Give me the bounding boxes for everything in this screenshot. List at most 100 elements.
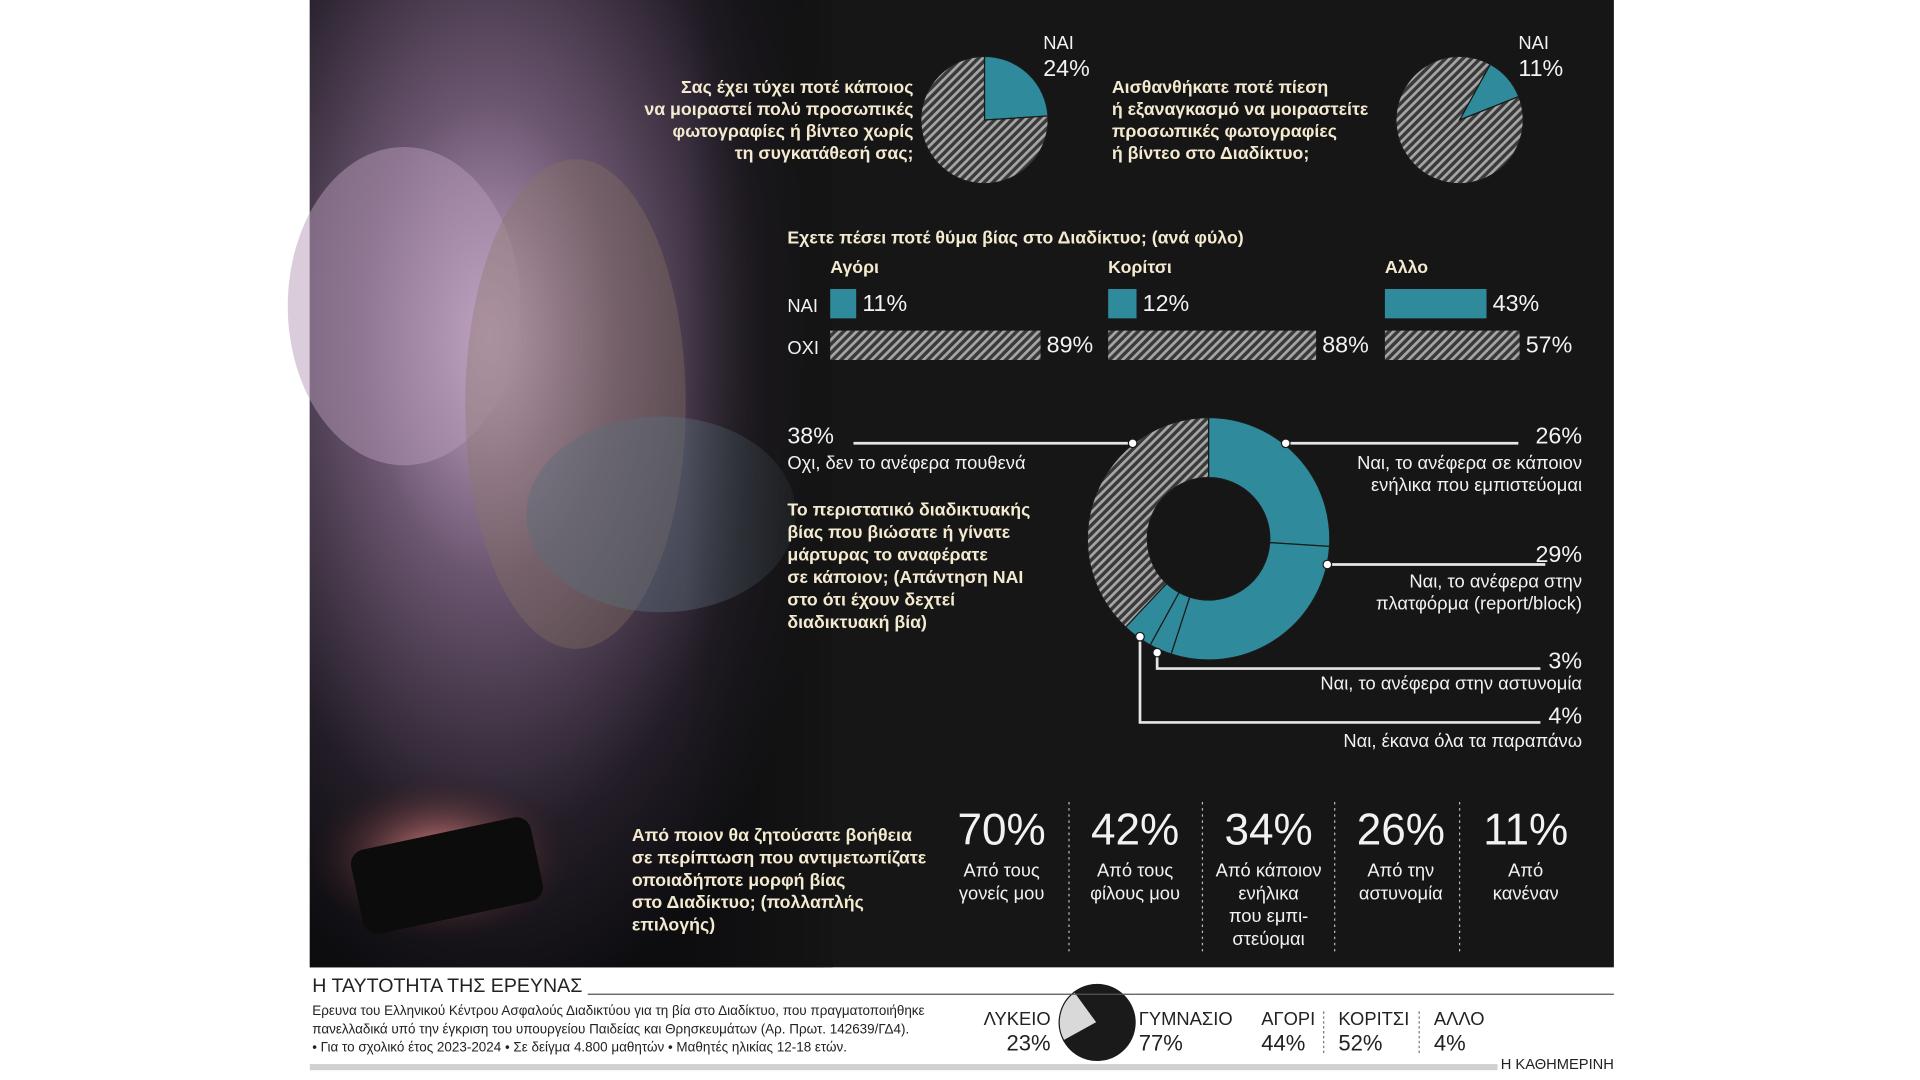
slice (1086, 416, 1210, 629)
footer-text: πανελλαδικά υπό την έγκριση του υπουργεί… (312, 1021, 909, 1036)
question: ή εξαναγκασμό να μοιραστείτε (1112, 99, 1369, 120)
stat-label: αστυνομία (1359, 882, 1443, 903)
stat-label: ΚΟΡΙΤΣΙ (1338, 1008, 1409, 1029)
stat-label: που εμπι- (1229, 905, 1308, 926)
slice (983, 55, 1049, 121)
slice-label: Οχι, δεν το ανέφερα πουθενά (787, 452, 1026, 473)
slice (1170, 541, 1331, 661)
question: οποιαδήποτε μορφή βίας (632, 870, 846, 890)
value-label: 57% (1526, 332, 1573, 358)
stat-label: Από (1508, 860, 1543, 881)
question: βίας που βιώσατε ή γίνατε (787, 522, 1010, 542)
slice (1207, 416, 1331, 548)
stat-value: 44% (1261, 1030, 1305, 1055)
question: ή βίντεο στο Διαδίκτυο; (1112, 143, 1309, 163)
slice-label: πλατφόρμα (report/block) (1376, 593, 1582, 614)
question: σε κάποιον; (Απάντηση ΝΑΙ (787, 567, 1023, 587)
legend-label: ΟΧΙ (787, 337, 819, 358)
stat-value: 11% (1483, 805, 1568, 854)
bar (1384, 288, 1487, 319)
stat-label: κανέναν (1493, 882, 1559, 903)
group-label: Αλλο (1385, 257, 1428, 277)
footer-text: Ερευνα του Ελληνικού Κέντρου Ασφαλούς Δι… (312, 1003, 924, 1018)
value-label: 11% (862, 290, 907, 316)
value-label: 38% (787, 422, 834, 448)
value-label: 11% (1518, 55, 1563, 81)
slice-label: Ναι, έκανα όλα τα παραπάνω (1343, 730, 1582, 751)
stat-label: φίλους μου (1090, 882, 1180, 903)
slice-label: Ναι, το ανέφερα σε κάποιον (1357, 452, 1582, 473)
stat-value: 52% (1338, 1030, 1382, 1055)
slice (1058, 990, 1099, 1042)
value-label: 4% (1548, 703, 1582, 729)
bar (830, 330, 1041, 360)
value-label: 26% (1535, 422, 1582, 448)
legend-label: ΝΑΙ (787, 295, 818, 316)
slice (1395, 55, 1524, 185)
slice-label: ΝΑΙ (1043, 32, 1074, 53)
value-label: 3% (1548, 648, 1582, 674)
stat-label: ΑΛΛΟ (1434, 1008, 1485, 1029)
question: προσωπικές φωτογραφίες (1112, 121, 1337, 141)
question: στο ότι έχουν δεχτεί (787, 589, 955, 609)
value-label: 23% (1007, 1030, 1051, 1055)
leader-line (1138, 636, 1541, 724)
value-label: 88% (1322, 332, 1369, 358)
leader-dot (1280, 438, 1291, 449)
slice (920, 55, 1049, 185)
question: στο Διαδίκτυο; (πολλαπλής (632, 892, 864, 912)
leader-dot (1152, 647, 1163, 658)
question: φωτογραφίες ή βίντεο χωρίς (673, 121, 914, 141)
stat-value: 26% (1357, 805, 1445, 854)
question: Το περιστατικό διαδικτυακής (787, 499, 1030, 519)
bar (1108, 330, 1317, 360)
leader-line (1155, 652, 1541, 670)
footer-text: • Για το σχολικό έτος 2023-2024 • Σε δεί… (312, 1040, 847, 1055)
bar (1384, 330, 1520, 360)
leader-dot (1127, 438, 1138, 449)
value-label: 43% (1493, 290, 1540, 316)
chart-title: Εχετε πέσει ποτέ θύμα βίας στο Διαδίκτυο… (787, 227, 1243, 247)
slice-label: ΓΥΜΝΑΣΙΟ (1139, 1008, 1233, 1029)
slice-label: Ναι, το ανέφερα στην (1409, 571, 1582, 592)
group-label: Κορίτσι (1108, 257, 1172, 277)
leader-dot (1135, 631, 1145, 642)
leader-dot (1322, 559, 1333, 570)
slice-label: ενήλικα που εμπιστεύομαι (1371, 474, 1582, 495)
slice (1063, 983, 1136, 1062)
value-label: 29% (1535, 541, 1582, 567)
photo (287, 0, 833, 968)
group-label: Αγόρι (830, 257, 879, 277)
stat-value: 4% (1434, 1030, 1466, 1055)
question: Σας έχει τύχει ποτέ κάποιος (681, 77, 913, 97)
value-label: 12% (1143, 290, 1190, 316)
value-label: 77% (1139, 1030, 1183, 1055)
question: τη συγκατάθεσή σας; (735, 143, 914, 163)
stat-value: 34% (1224, 805, 1312, 854)
source: Η ΚΑΘΗΜΕΡΙΝΗ (1501, 1057, 1614, 1073)
stat-label: Από τους (963, 860, 1039, 881)
question: σε περίπτωση που αντιμετωπίζατε (632, 847, 927, 868)
question: διαδικτυακή βία) (787, 612, 927, 632)
bar (830, 288, 857, 319)
slice-label: ΛΥΚΕΙΟ (984, 1008, 1051, 1029)
question: να μοιραστεί πολύ προσωπικές (644, 99, 913, 119)
stat-value: 70% (958, 805, 1046, 854)
stat-label: Από τους (1097, 860, 1173, 881)
stat-label: Από κάποιον (1216, 860, 1322, 881)
stat-label: ΑΓΟΡΙ (1261, 1008, 1315, 1029)
footer-title: Η ΤΑΥΤΟΤΗΤΑ ΤΗΣ ΕΡΕΥΝΑΣ (312, 975, 582, 997)
question: Από ποιον θα ζητούσατε βοήθεια (632, 825, 912, 846)
value-label: 89% (1047, 332, 1094, 358)
question: Αισθανθήκατε ποτέ πίεση (1112, 77, 1328, 97)
slice-label: Ναι, το ανέφερα στην αστυνομία (1320, 672, 1582, 693)
stat-value: 42% (1091, 805, 1179, 854)
footer-bar (309, 1064, 1498, 1071)
stat-label: ενήλικα (1238, 882, 1299, 903)
question: επιλογής) (632, 915, 715, 935)
stat-label: γονείς μου (959, 882, 1045, 903)
stat-label: στεύομαι (1232, 928, 1304, 949)
slice-label: ΝΑΙ (1518, 32, 1549, 53)
stat-label: Από την (1367, 860, 1434, 881)
